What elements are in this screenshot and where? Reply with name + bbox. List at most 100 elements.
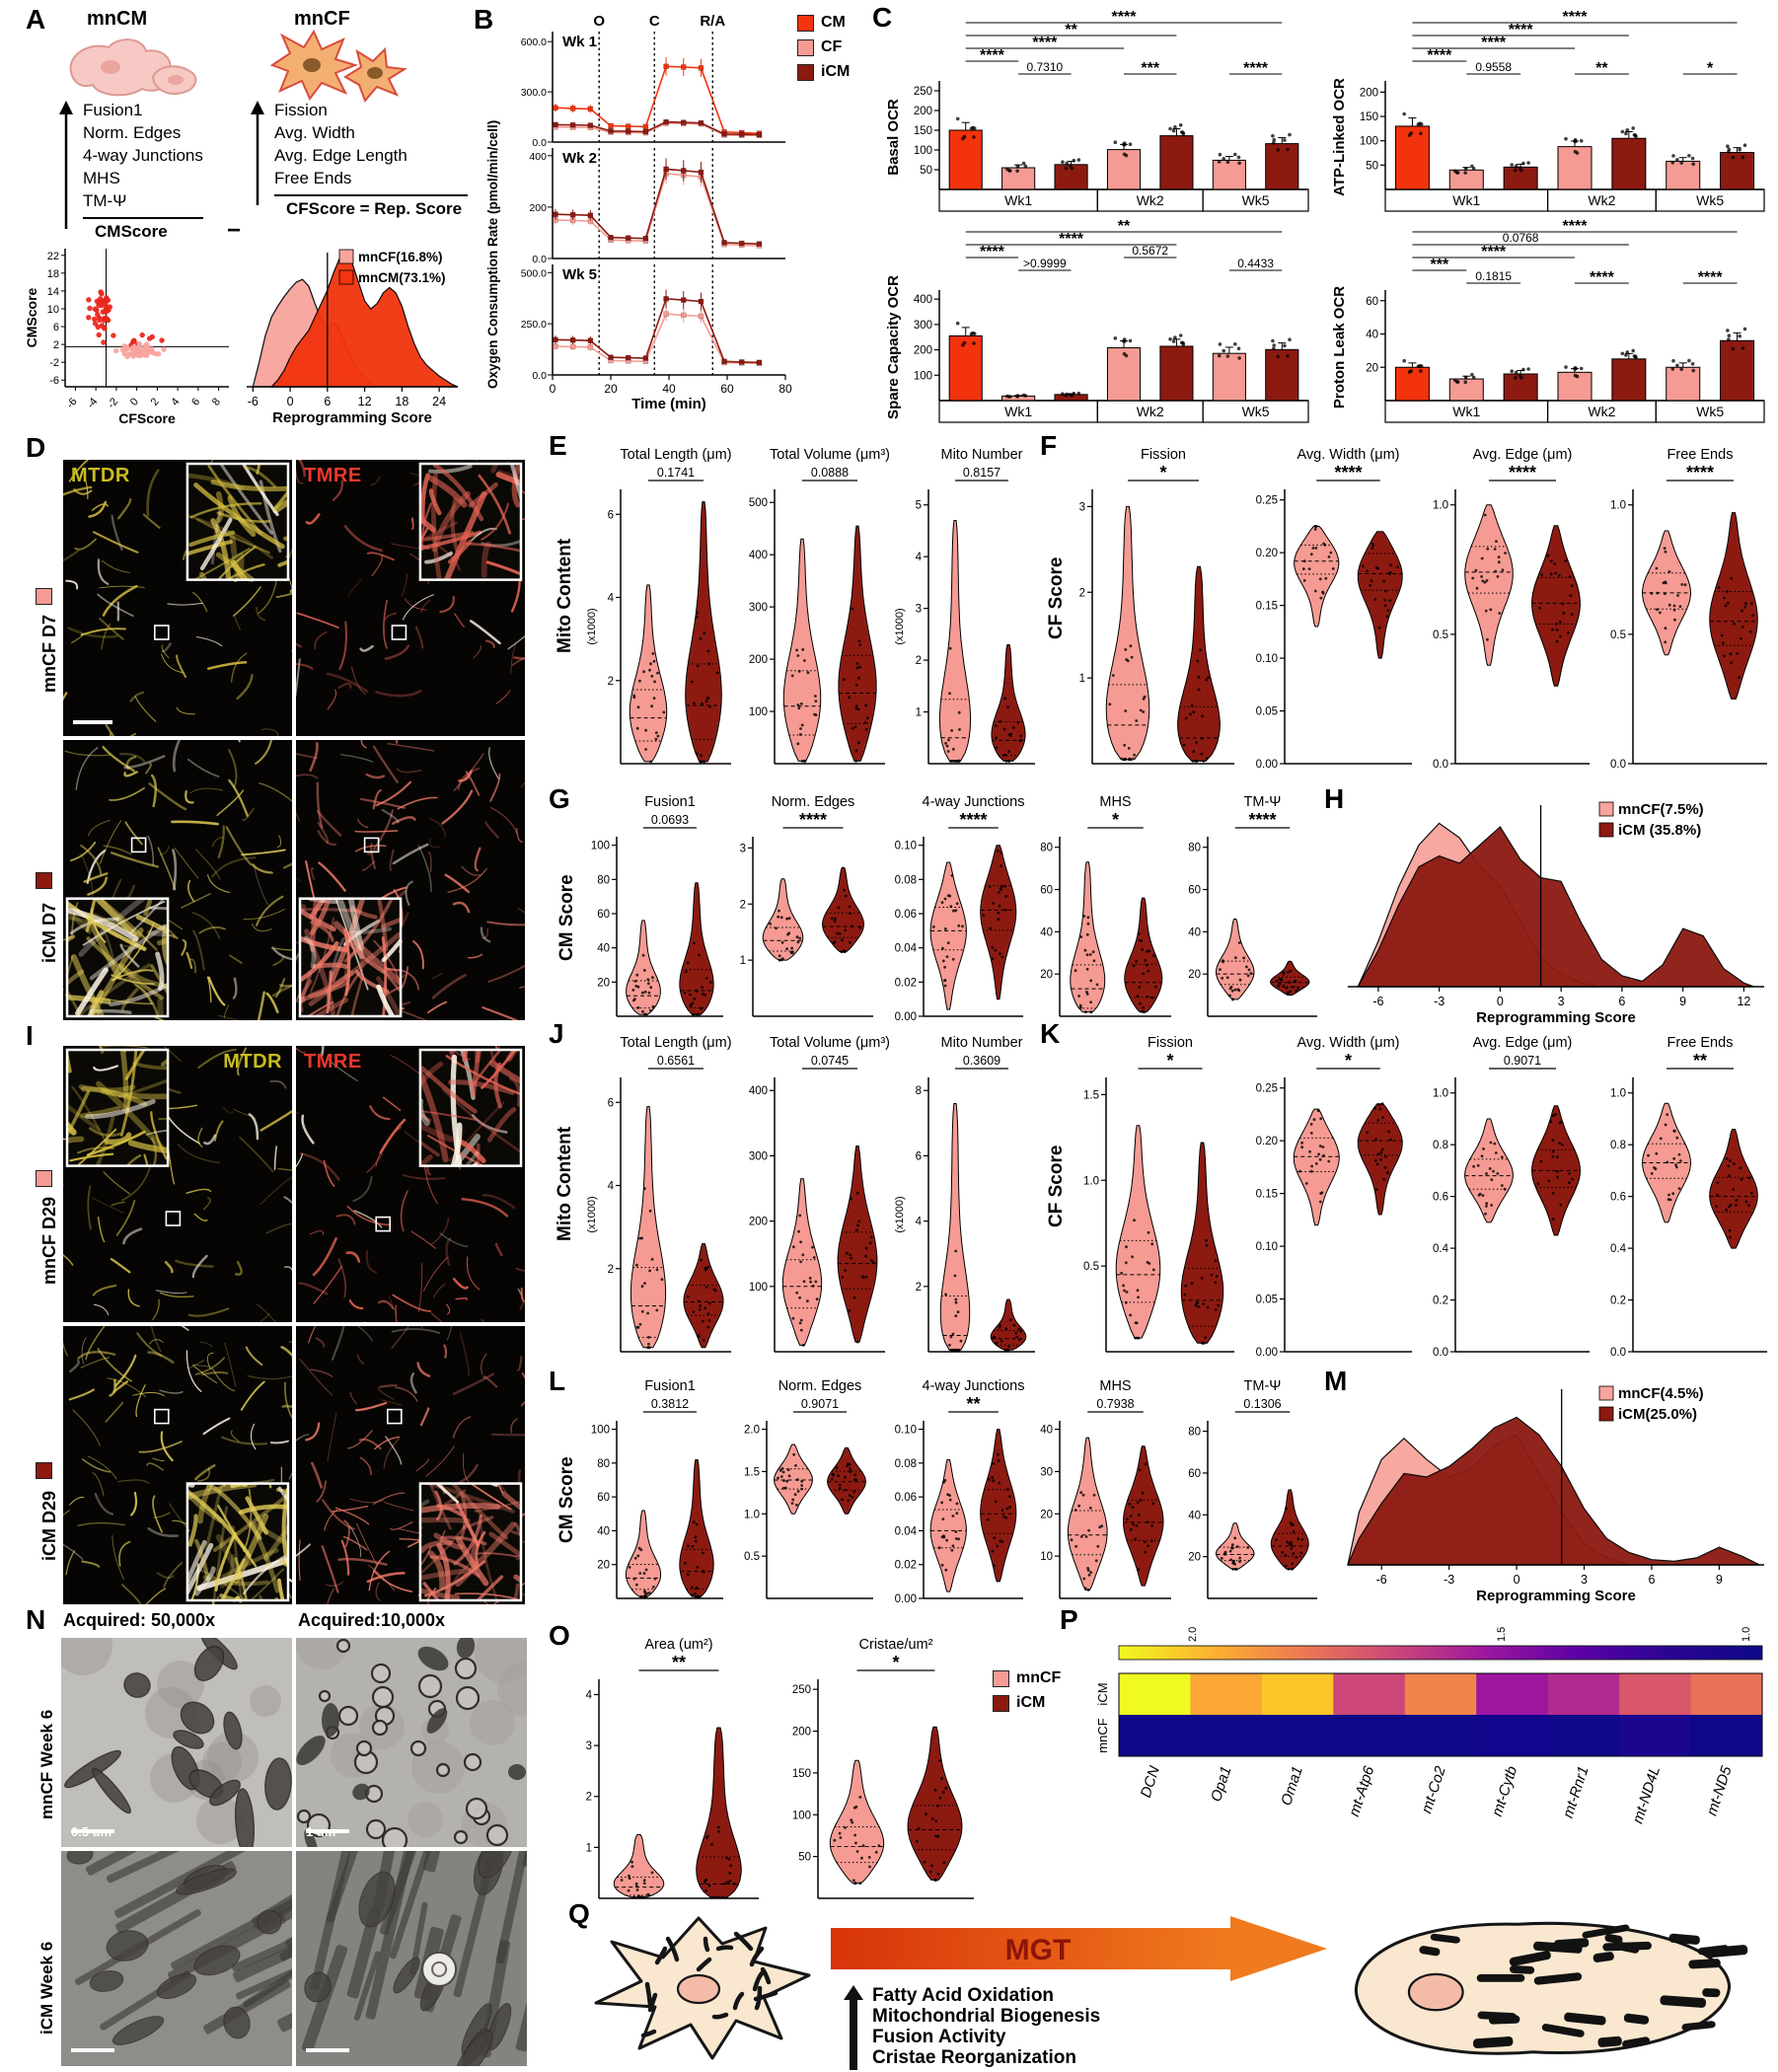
svg-text:*: * [1345, 1051, 1352, 1071]
svg-text:ATP-Linked OCR: ATP-Linked OCR [1331, 78, 1348, 196]
svg-text:0.7310: 0.7310 [1027, 60, 1064, 74]
legend-row-cm: CM [797, 14, 850, 32]
svg-text:0.8157: 0.8157 [963, 466, 1000, 480]
svg-text:20: 20 [1188, 969, 1201, 981]
svg-text:-2: -2 [49, 357, 59, 369]
svg-text:Total Volume (μm³): Total Volume (μm³) [770, 447, 890, 463]
cm-swatch [797, 14, 814, 32]
panel-letter-c: C [872, 2, 893, 33]
svg-text:Total Volume (μm³): Total Volume (μm³) [770, 1035, 890, 1051]
svg-text:Wk5: Wk5 [1696, 404, 1724, 419]
svg-text:Reprogramming Score: Reprogramming Score [1476, 1588, 1636, 1604]
svg-text:****: **** [1481, 35, 1507, 51]
svg-text:*: * [1707, 60, 1714, 77]
mncf-swatch [36, 588, 52, 605]
mgt-effect-item: Fusion Activity [872, 2027, 1006, 2047]
svg-text:3: 3 [1079, 501, 1085, 513]
svg-text:Proton Leak OCR: Proton Leak OCR [1331, 286, 1348, 408]
svg-text:200: 200 [792, 1727, 811, 1739]
panel-letter-n: N [26, 1604, 46, 1635]
svg-text:0.0: 0.0 [532, 370, 547, 382]
micrograph-mncf-d7-mtdr: MTDR [63, 460, 292, 736]
svg-text:0: 0 [1497, 995, 1504, 1008]
svg-text:0.5: 0.5 [744, 1551, 760, 1563]
svg-text:0: 0 [1514, 1573, 1520, 1587]
svg-text:****: **** [1698, 269, 1724, 286]
mncm-title: mnCM [87, 8, 148, 30]
ocr-timecourse-chart: O C R/A 600.0 300.0 0.0 Wk 1 400 200 0.0 Wk 2 500.0… [501, 12, 793, 412]
row-label-mncf-d7: mnCF D7 [39, 614, 59, 693]
svg-text:0.08: 0.08 [895, 1458, 917, 1470]
svg-text:0: 0 [128, 396, 141, 407]
svg-text:mnCF(7.5%): mnCF(7.5%) [1618, 801, 1704, 818]
svg-text:6: 6 [608, 1097, 614, 1109]
violin-total-length-d7: Total Length (μm) 6 4 2 (x1000) 0.1741 [584, 444, 736, 774]
svg-text:150: 150 [792, 1768, 811, 1780]
svg-text:0.8: 0.8 [1433, 1140, 1448, 1151]
violin-mhs-d7: MHS 80 60 40 20 * [1030, 791, 1176, 1026]
svg-text:*: * [1166, 1051, 1173, 1071]
svg-text:0.9558: 0.9558 [1475, 60, 1512, 74]
svg-text:MHS: MHS [1099, 1378, 1131, 1394]
svg-text:Cristae/um²: Cristae/um² [859, 1637, 933, 1653]
svg-text:20: 20 [1366, 362, 1378, 374]
violin-fusion1-d7: Fusion1 100 80 60 40 20 0.0693 [580, 791, 728, 1026]
svg-text:4: 4 [169, 396, 182, 407]
violin-free-ends-d7: Free Ends 1.0 0.5 0.0 **** [1596, 444, 1772, 774]
svg-text:Avg. Width (μm): Avg. Width (μm) [1297, 1035, 1400, 1051]
svg-text:8: 8 [210, 396, 223, 407]
violin-mito-number-d29: Mito Number 8 6 4 2 (x1000) 0.3609 [892, 1032, 1040, 1362]
svg-text:***: *** [1431, 257, 1449, 273]
svg-text:**: ** [1595, 60, 1608, 77]
svg-text:0.4: 0.4 [1433, 1243, 1449, 1255]
svg-text:8: 8 [916, 1085, 922, 1097]
svg-text:mnCM(73.1%): mnCM(73.1%) [358, 270, 446, 285]
cf-metric-item: Fission [274, 101, 328, 119]
svg-text:0: 0 [287, 395, 294, 408]
violin-mito-number-d7: Mito Number 5 4 3 2 1 (x1000) 0.8157 [892, 444, 1040, 774]
svg-text:18: 18 [47, 268, 59, 280]
svg-text:Wk1: Wk1 [1452, 404, 1480, 419]
panel-letter-l: L [549, 1366, 566, 1396]
violin-tm-psi-d7: TM-Ψ 80 60 40 20 **** [1178, 791, 1322, 1026]
svg-text:Wk1: Wk1 [1452, 192, 1480, 208]
svg-text:Wk5: Wk5 [1242, 404, 1270, 419]
violin-total-volume-d7: Total Volume (μm³) 500 400 300 200 100 0.0888 [738, 444, 890, 774]
svg-text:Avg. Edge (μm): Avg. Edge (μm) [1473, 447, 1573, 463]
svg-text:Mito Number: Mito Number [941, 447, 1023, 463]
cm-metric-item: Fusion1 [83, 101, 143, 119]
mncf-swatch [36, 1170, 52, 1187]
legend-row-mncf: mnCF [993, 1669, 1061, 1687]
svg-text:0.0: 0.0 [1433, 1347, 1448, 1359]
svg-text:Fusion1: Fusion1 [644, 1378, 696, 1394]
cf-score-axis-label: CF Score [1046, 556, 1067, 639]
svg-text:C: C [649, 13, 660, 30]
mgt-effect-item: Fatty Acid Oxidation [872, 1985, 1055, 2006]
svg-text:50: 50 [1366, 160, 1378, 172]
svg-text:0.5: 0.5 [1610, 629, 1626, 641]
svg-text:Fission: Fission [1141, 447, 1186, 463]
svg-text:200: 200 [1360, 87, 1378, 99]
svg-text:100: 100 [792, 1810, 811, 1821]
panel-letter-b: B [474, 4, 494, 35]
svg-text:60: 60 [1366, 296, 1378, 308]
svg-text:Wk2: Wk2 [1137, 404, 1164, 419]
em-mncf-10000x: 1 um [296, 1638, 527, 1847]
svg-text:24: 24 [432, 395, 446, 408]
legend-row-cf: CF [797, 38, 850, 56]
svg-text:mt-ND5: mt-ND5 [1703, 1763, 1735, 1817]
svg-text:****: **** [1686, 463, 1714, 482]
svg-text:*: * [1112, 810, 1119, 830]
svg-text:60: 60 [720, 382, 734, 396]
svg-text:****: **** [1563, 9, 1589, 26]
violin-fusion1-d29: Fusion1 100 80 60 40 20 0.3812 [580, 1375, 728, 1608]
atp-linked-ocr-barchart: ATP-Linked OCR 200 150 100 50 Wk1 Wk2 Wk5 **** **… [1330, 8, 1772, 215]
svg-text:80: 80 [597, 874, 610, 886]
svg-text:Wk 5: Wk 5 [562, 266, 597, 283]
svg-text:0.20: 0.20 [1256, 548, 1278, 559]
svg-text:0.0: 0.0 [1610, 1347, 1626, 1359]
svg-text:2: 2 [53, 339, 59, 351]
svg-text:0.05: 0.05 [1256, 706, 1278, 718]
violin-fission-d29: Fission 1.5 1.0 0.5 * [1070, 1032, 1239, 1362]
svg-text:9: 9 [1716, 1573, 1723, 1587]
